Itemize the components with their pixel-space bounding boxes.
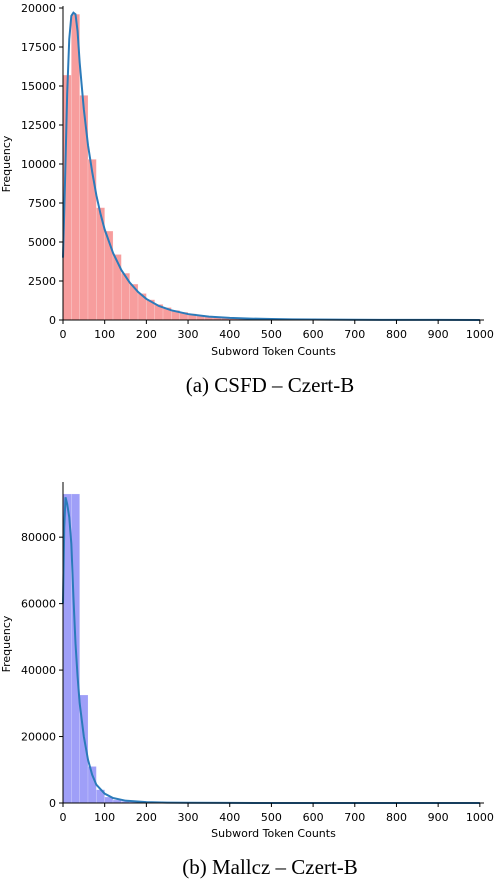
y-tick-label: 80000: [21, 531, 56, 544]
y-tick-label: 7500: [28, 197, 56, 210]
y-tick-label: 20000: [21, 731, 56, 744]
x-tick-label: 1000: [466, 811, 494, 824]
x-tick-label: 0: [60, 811, 67, 824]
y-tick-label: 20000: [21, 2, 56, 15]
x-tick-label: 600: [303, 328, 324, 341]
chart-a: 0 100 200 300 400 500 600 700 800 900 100002500500…: [0, 2, 494, 397]
kde-line: [62, 497, 480, 804]
x-tick-label: 800: [386, 328, 407, 341]
y-axis-label: Frequency: [0, 135, 13, 192]
x-tick-label: 0: [60, 328, 67, 341]
y-tick-label: 12500: [21, 119, 56, 132]
x-tick-label: 600: [303, 811, 324, 824]
x-tick-label: 1000: [466, 328, 494, 341]
y-tick-label: 5000: [28, 236, 56, 249]
y-tick-label: 10000: [21, 158, 56, 171]
x-tick-label: 300: [178, 328, 199, 341]
x-axis-label: Subword Token Counts: [211, 827, 336, 840]
x-tick-label: 100: [94, 811, 115, 824]
y-tick-label: 0: [49, 797, 56, 810]
y-axis-label: Frequency: [0, 615, 13, 672]
x-tick-label: 700: [344, 811, 365, 824]
figure-caption: (b) Mallcz – Czert-B: [182, 855, 358, 879]
y-tick-label: 15000: [21, 80, 56, 93]
x-tick-label: 500: [261, 328, 282, 341]
x-tick-label: 300: [178, 811, 199, 824]
x-tick-label: 400: [219, 811, 240, 824]
x-tick-label: 200: [136, 811, 157, 824]
y-tick-label: 2500: [28, 275, 56, 288]
y-tick-label: 17500: [21, 41, 56, 54]
kde-line: [62, 11, 480, 321]
y-tick-label: 0: [49, 314, 56, 327]
chart-b: 0 100 200 300 400 500 600 700 800 900 1000 0 20000 40…: [0, 482, 494, 879]
x-tick-label: 400: [219, 328, 240, 341]
histogram-bar: [71, 13, 80, 321]
x-tick-label: 900: [428, 328, 449, 341]
x-tick-label: 700: [344, 328, 365, 341]
histogram-bar: [104, 230, 114, 321]
x-tick-label: 500: [261, 811, 282, 824]
x-axis-label: Subword Token Counts: [211, 345, 336, 358]
histogram-bar: [112, 254, 122, 321]
x-tick-label: 800: [386, 811, 407, 824]
x-tick-label: 100: [94, 328, 115, 341]
figure-caption: (a) CSFD – Czert-B: [186, 373, 355, 397]
y-tick-label: 60000: [21, 598, 56, 611]
y-tick-label: 40000: [21, 664, 56, 677]
x-tick-label: 200: [136, 328, 157, 341]
x-tick-label: 900: [428, 811, 449, 824]
